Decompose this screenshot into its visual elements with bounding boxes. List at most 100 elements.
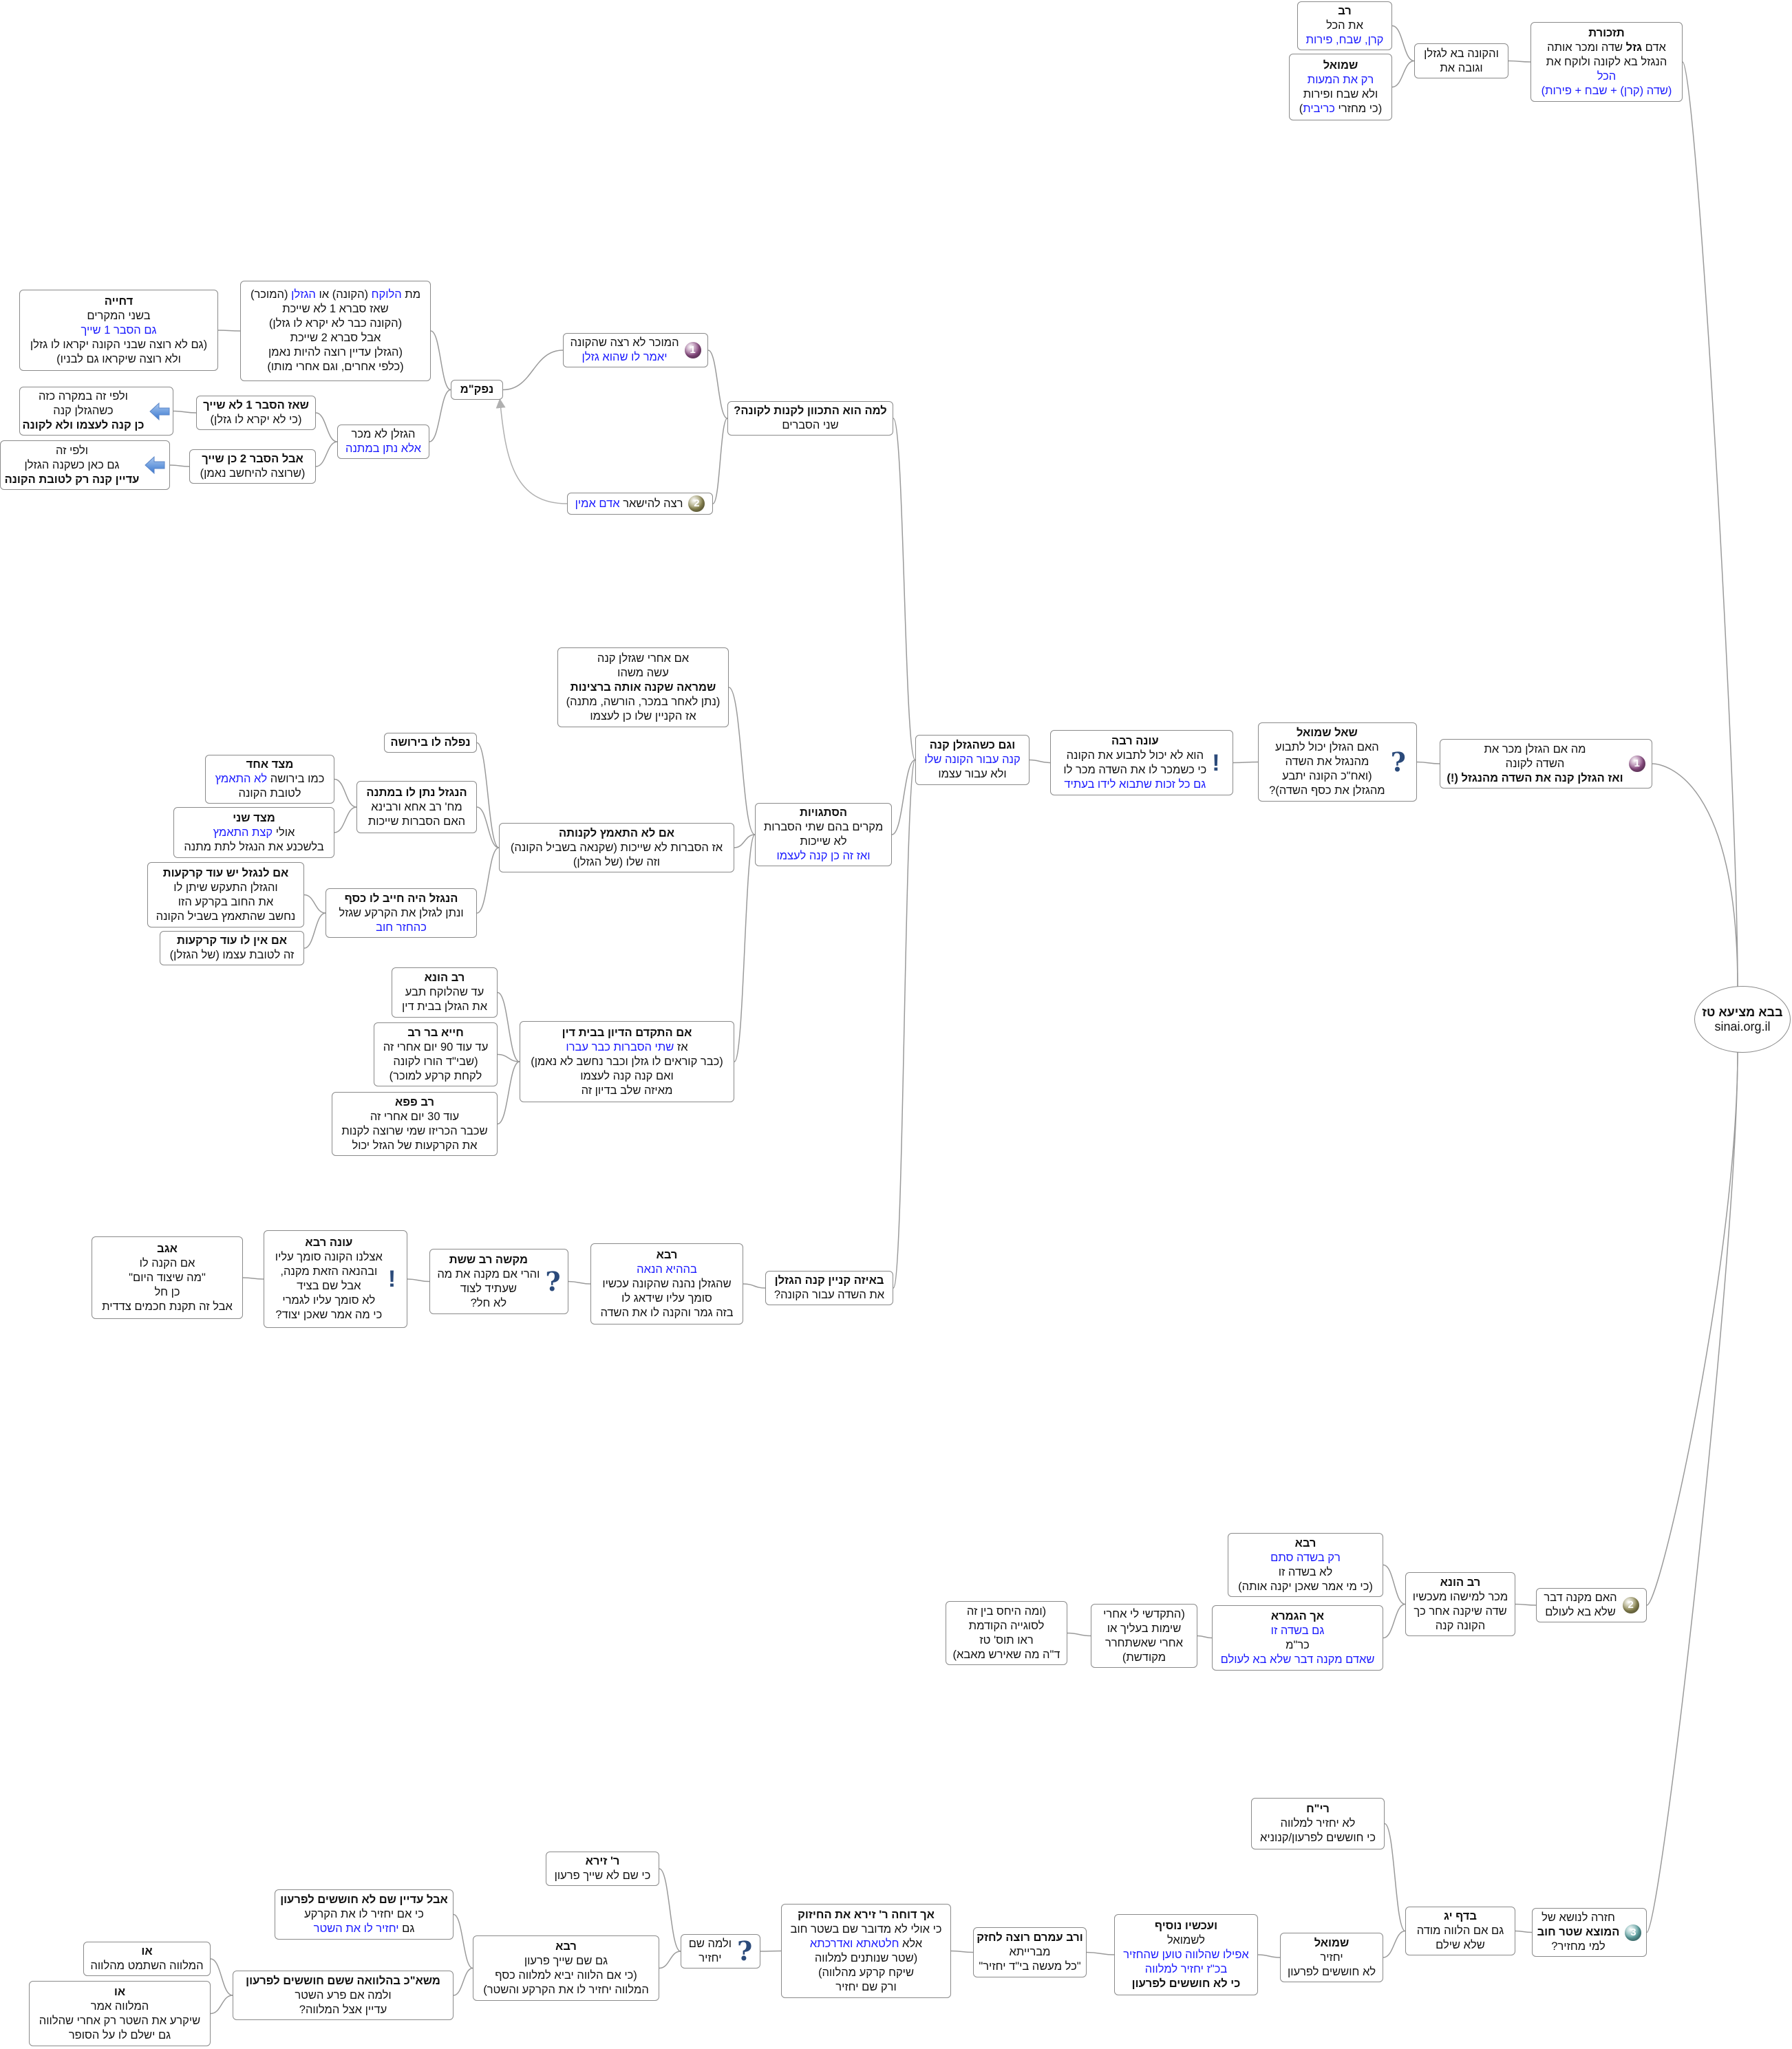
text-segment: לסוגייה הקודמת — [968, 1619, 1045, 1632]
topic-node-hitkadshi[interactable]: (התקדשי לי אחרי שימות בעליך או אחרי שאשתחר… — [1091, 1604, 1197, 1668]
topic-line: מה אם הגזלן מכר את — [1447, 742, 1623, 757]
text-segment: שתי הסברות כבר עברו — [566, 1040, 674, 1053]
topic-node-huna[interactable]: רב הונא עד שהלוקח תבע את הגזלן בבית דין — [392, 967, 498, 1018]
text-segment: וזה שלו (של הגזלן) — [573, 855, 661, 868]
topic-node-papa[interactable]: רב פפא עוד 30 יום אחרי זה שכבר הכריזו שמי … — [332, 1092, 498, 1156]
topic-node-lefi1[interactable]: ולפי זה במקרה כזה כשהגזלן קנה כן קנה לעצמו… — [19, 387, 173, 436]
topic-node-chiya[interactable]: חייא בר רב עד עוד 90 יום אחרי זה (שבי"ד הו… — [374, 1022, 498, 1086]
topic-line: הנגזל נתן לו במתנה — [366, 786, 467, 800]
topic-node-lo-hitametz[interactable]: אם לא התאמץ לקנותה אז הסברות לא שייכות (ש… — [499, 823, 734, 872]
topic-node-lomachar[interactable]: הגזלן לא מכר אלא נתן במתנה — [337, 425, 429, 459]
text-segment: אם אין לו עוד קרקעות — [177, 934, 287, 947]
topic-node-o1[interactable]: או המלווה השתמט מהלווה — [83, 1942, 211, 1976]
topic-node-zeira[interactable]: ר' זירא כי שם לא שייך פרעון — [546, 1852, 659, 1886]
connector-line — [712, 418, 728, 504]
topic-node-im-achrei[interactable]: אם אחרי שגזלן קנה עשה משהו שמראה שקנה אותה… — [557, 647, 729, 727]
text-segment: לא יחזיר למלווה — [1280, 1817, 1356, 1830]
topic-node-velama[interactable]: ? ולמה שם יחזיר — [681, 1934, 760, 1968]
topic-node-nafkam[interactable]: נפק"מ — [451, 380, 503, 400]
topic-node-rava2[interactable]: רבא רק בשדה סתם לא בשדה זו (כי מי אמר שאכן … — [1228, 1533, 1383, 1597]
text-segment: מת — [401, 288, 421, 301]
text-segment: ובהנאה הזאת מקנה, — [280, 1265, 378, 1278]
topic-node-haim[interactable]: 2 האם מקנה דבר שלא בא לעולם — [1536, 1588, 1647, 1622]
topic-line: עונה רבא — [275, 1236, 383, 1250]
topic-line: כי לא חוששים לפרעון — [1123, 1977, 1249, 1991]
topic-node-matana[interactable]: הנגזל נתן לו במתנה מח' רב אחא ורבינא האם ה… — [356, 781, 477, 833]
topic-node-agav[interactable]: אגב אם הקנה לו "מה שיצוד היום" כן חל אבל זה … — [92, 1236, 243, 1319]
text-segment: מצד אחד — [246, 758, 294, 771]
topic-line: רב הונא — [1413, 1576, 1508, 1590]
topic-node-o2[interactable]: או המלווה אמר שיקרע את השטר רק אחרי שהלווה… — [29, 1981, 211, 2046]
text-segment: נפק"מ — [460, 383, 494, 396]
topic-text: אם אין לו עוד קרקעות זה לטובת עצמו (של הג… — [170, 934, 295, 963]
text-segment: גם שם שייך פרעון — [524, 1954, 608, 1967]
topic-node-chazara[interactable]: 3 חזרה לנושא של המוצא שטר חוב למי מחזיר? — [1532, 1908, 1647, 1957]
topic-node-yesh[interactable]: אם לנגזל יש עוד קרקעות והגזלן התעקש שיתן … — [147, 862, 304, 927]
topic-node-vegam[interactable]: וגם כשהגזלן קנה קנה עבור הקונה שלו ולא עבו… — [915, 735, 1030, 785]
topic-node-docheh[interactable]: אך דוחה ר' זירא את החיזוק כי אולי לא מדוב… — [781, 1904, 951, 1998]
topic-node-tzad1[interactable]: מצד אחד כמו בירושה לא התאמץ לטובת הקונה — [205, 755, 334, 804]
topic-node-gmara[interactable]: אך הגמרא גם בשדה זו כר"מ שאדם מקנה דבר שלא … — [1212, 1605, 1383, 1671]
topic-line: והרי אם מקנה את מה — [437, 1267, 540, 1282]
topic-text: מקשה רב ששת והרי אם מקנה את מה שעתיד לצוד ל… — [437, 1253, 540, 1311]
root-topic[interactable]: בבא מציעא טז sinai.org.il — [1694, 986, 1791, 1053]
text-segment: באיזה קניין קנה הגזלן — [774, 1274, 884, 1287]
topic-line: שלא בא לעולם — [1544, 1605, 1617, 1620]
topic-text: באיזה קניין קנה הגזלן את השדה עבור הקונה? — [774, 1274, 884, 1302]
topic-line: אבל עדיין שם לא חוששים לפרעון — [280, 1893, 448, 1907]
text-segment: את הקרקעות של הגזל יכול — [352, 1139, 478, 1152]
text-segment: ואז זה כן קנה לעצמו — [776, 850, 871, 862]
text-segment: כן קנה לעצמו ולא לקונה — [22, 419, 145, 431]
topic-node-tz[interactable]: תזכורת אדם גזל שדה ומכר אותה הנגזל בא לקונ… — [1530, 22, 1683, 102]
text-segment: מברייתא — [1009, 1946, 1051, 1958]
text-segment: "כל מעשה בי"ד יחזיר" — [979, 1960, 1081, 1973]
topic-node-rava3[interactable]: רבא גם שם שייך פרעון (כי אם הלווה יביא למל… — [473, 1935, 659, 2001]
topic-node-s2[interactable]: 2 רצה להישאר אדם אמין — [567, 493, 713, 515]
topic-node-one[interactable]: ! עונה רבה הוא לא יכול לתבוע את הקונה כי כש… — [1050, 730, 1233, 795]
topic-node-ein[interactable]: אם אין לו עוד קרקעות זה לטובת עצמו (של הג… — [160, 931, 304, 965]
topic-node-shaal[interactable]: ? שאל שמואל האם הגזלן יכול לתבוע מהנגזל את … — [1258, 722, 1417, 802]
topic-line: כר"מ — [1221, 1638, 1375, 1653]
topic-node-yachas[interactable]: (ומה היחס בין זה לסוגייה הקודמת ראו תוס' ט… — [946, 1601, 1067, 1665]
topic-node-rav[interactable]: רב את הכל קרן, שבח, פירות — [1297, 1, 1392, 50]
text-segment: שמראה שקנה אותה ברצינות — [570, 680, 716, 694]
text-segment: המוצא שטר חוב — [1537, 1926, 1620, 1938]
topic-text: מצד שני אולי קצת התאמץ בלשכנע את הנגזל לתת… — [184, 811, 323, 855]
topic-node-yerusha[interactable]: נפלה לו בירושה — [384, 733, 477, 753]
topic-node-amram[interactable]: ורב עמרם רוצה לחזק מברייתא "כל מעשה בי"ד י… — [973, 1927, 1087, 1977]
topic-node-aval2[interactable]: אבל הסבר 2 כן שייך (שרוצה להיחשב נאמן) — [189, 449, 316, 484]
topic-line: (כבר קוראים לו גזלן וכבר נחשב לא נאמן) — [531, 1055, 723, 1069]
topic-node-mashak[interactable]: משא"כ בהלוואה ששם חוששים לפרעון ולמה אם פ… — [233, 1971, 454, 2020]
topic-node-shmuel[interactable]: שמואל רק את המעות ולא שבח ופירות (כי מחזרי … — [1289, 54, 1392, 120]
topic-node-eize[interactable]: באיזה קניין קנה הגזלן את השדה עבור הקונה? — [765, 1271, 893, 1305]
topic-node-ma[interactable]: 1 מה אם הגזלן מכר את השדה לקונה ואז הגזלן ק… — [1440, 739, 1652, 789]
topic-node-achshav[interactable]: ועכשיו נוסיף לשמואל אפילו שהלווה טוען שהחז… — [1114, 1914, 1258, 1995]
topic-node-ona-rava[interactable]: ! עונה רבא אצלנו הקונה סומך עליו ובהנאה הזא… — [264, 1230, 407, 1328]
topic-node-lama[interactable]: למה הוא התכוון לקנות לקונה? שני הסברים — [727, 401, 893, 436]
topic-node-hakone[interactable]: והקונה בא לגזלן וגובה את — [1414, 43, 1508, 78]
topic-node-s1[interactable]: 1 המוכר לא רצה שהקונה יאמר לו שהוא גזלן — [563, 333, 708, 367]
topic-node-tzad2[interactable]: מצד שני אולי קצת התאמץ בלשכנע את הנגזל לתת… — [173, 807, 334, 858]
topic-node-mkashe[interactable]: ? מקשה רב ששת והרי אם מקנה את מה שעתיד לצוד… — [429, 1249, 568, 1314]
topic-node-lefi2[interactable]: ולפי זה גם כאן כשקנה הגזלן עדיין קנה רק לט… — [0, 440, 170, 490]
topic-node-rych[interactable]: רי"ח לא יחזיר למלווה כי חוששים לפרעון/קנונ… — [1251, 1798, 1385, 1849]
topic-line: (שבי"ד הורו לקונה — [383, 1055, 489, 1069]
topic-line: לקחת קרקע למוכר) — [383, 1069, 489, 1084]
topic-node-sheaz[interactable]: שאז הסבר 1 לא שייך (כי לא יקרא לו גזלן) — [196, 396, 316, 430]
topic-node-dchiya[interactable]: דחייה בשני המקרים גם הסבר 1 שייך (גם לא רוצ… — [19, 290, 218, 371]
topic-node-chayav[interactable]: הנגזל היה חייב לו כסף ונתן לגזלן את הקרקע… — [326, 888, 477, 938]
text-segment: וגם כשהגזלן קנה — [929, 739, 1016, 751]
topic-node-histag[interactable]: הסתגויות מקרים בהם שתי הסברות לא שייכות ואז… — [755, 803, 892, 866]
topic-node-met[interactable]: מת הלוקח (הקונה) או הגזלן (המוכר) שאז סבר… — [240, 281, 431, 381]
topic-node-huna2[interactable]: רב הונא מכר למישהו מעכשיו שדה שיקנה אחר כך… — [1405, 1572, 1515, 1636]
text-segment: מהנגזל את השדה — [1285, 755, 1369, 768]
topic-node-rava1[interactable]: רבא בההיא הנאה שהגזלן נהנה שהקונה עכשיו סומ… — [590, 1243, 743, 1324]
topic-node-shmuel2[interactable]: שמואל יחזיר לא חוששים לפרעון — [1280, 1933, 1383, 1982]
topic-node-bd[interactable]: אם התקדם הדיון בבית דין אז שתי הסברות כבר… — [520, 1021, 734, 1102]
text-segment: ולא עבור עצמו — [938, 768, 1007, 780]
topic-line: ולא שבח ופירות — [1299, 87, 1382, 102]
topic-node-daf[interactable]: בדף יג גם אם הלווה מודה שלא שילם — [1405, 1907, 1515, 1955]
text-segment: מצד שני — [233, 811, 275, 824]
topic-node-aval-adayin[interactable]: אבל עדיין שם לא חוששים לפרעון כי אם יחזיר… — [275, 1889, 454, 1940]
text-segment: האם מקנה דבר — [1544, 1591, 1617, 1604]
